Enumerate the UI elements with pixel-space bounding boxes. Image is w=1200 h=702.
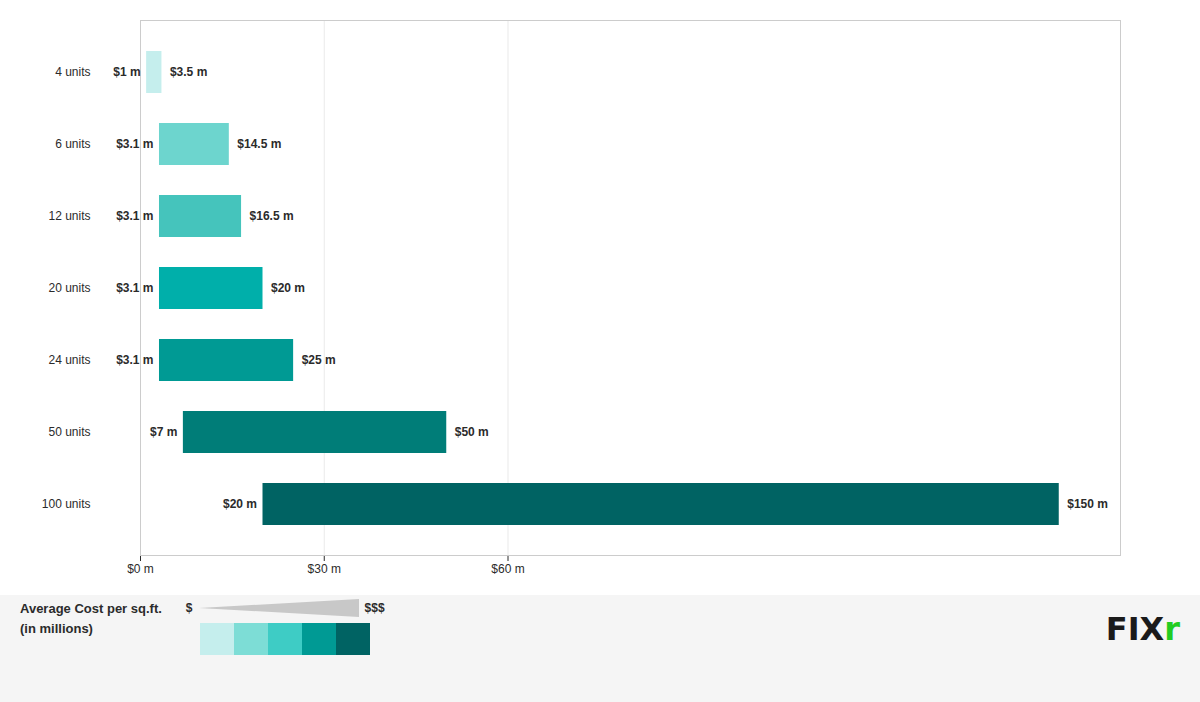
svg-text:24 units: 24 units bbox=[48, 353, 90, 367]
svg-text:12 units: 12 units bbox=[48, 209, 90, 223]
svg-text:$3.1 m: $3.1 m bbox=[116, 281, 153, 295]
svg-text:$20 m: $20 m bbox=[271, 281, 305, 295]
svg-text:$50 m: $50 m bbox=[455, 425, 489, 439]
svg-text:$7 m: $7 m bbox=[150, 425, 177, 439]
html-text:FIX r: FIX r bbox=[1105, 610, 1180, 648]
svg-text:$0 m: $0 m bbox=[127, 562, 154, 576]
svg-text:$60 m: $60 m bbox=[491, 562, 524, 576]
svg-text:100 units: 100 units bbox=[42, 497, 91, 511]
svg-text:20 units: 20 units bbox=[48, 281, 90, 295]
svg-text:$14.5 m: $14.5 m bbox=[237, 137, 281, 151]
svg-text:50 units: 50 units bbox=[48, 425, 90, 439]
svg-text:4 units: 4 units bbox=[55, 65, 90, 79]
html-text:Average Cost per sq.ft.: Average Cost per sq.ft. bbox=[20, 601, 162, 616]
svg-text:$25 m: $25 m bbox=[302, 353, 336, 367]
svg-text:$3.1 m: $3.1 m bbox=[116, 353, 153, 367]
svg-text:$20 m: $20 m bbox=[223, 497, 257, 511]
svg-text:6 units: 6 units bbox=[55, 137, 90, 151]
html-text:(in millions): (in millions) bbox=[20, 621, 93, 636]
svg-text:$3.1 m: $3.1 m bbox=[116, 137, 153, 151]
svg-text:$30 m: $30 m bbox=[308, 562, 341, 576]
svg-text:$3.1 m: $3.1 m bbox=[116, 209, 153, 223]
svg-text:$150 m: $150 m bbox=[1067, 497, 1108, 511]
svg-text:$1 m: $1 m bbox=[113, 65, 140, 79]
svg-text:$16.5 m: $16.5 m bbox=[250, 209, 294, 223]
svg-text:$3.5 m: $3.5 m bbox=[170, 65, 207, 79]
